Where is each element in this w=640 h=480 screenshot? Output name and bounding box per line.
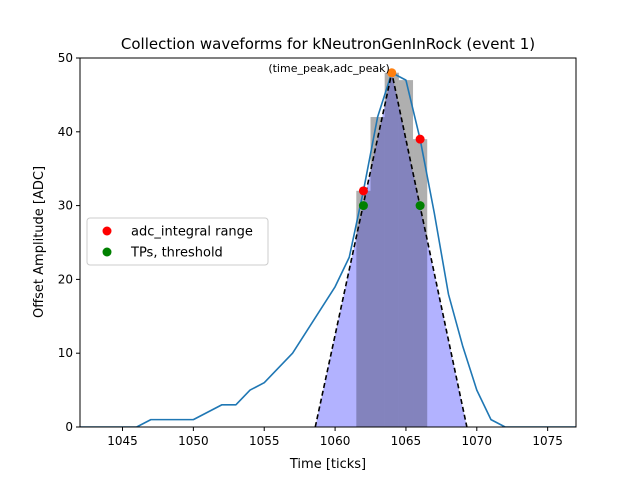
bar-1066: [413, 139, 428, 427]
legend: adc_integral range TPs, threshold: [86, 217, 269, 266]
marker-tp-threshold-0: [358, 201, 368, 211]
legend-label-tps-threshold: TPs, threshold: [130, 246, 223, 261]
bar-1065: [398, 80, 414, 427]
bar-1064: [384, 72, 399, 427]
bar-overlay-1066: [413, 139, 428, 427]
marker-tp-threshold-1: [415, 201, 425, 211]
peak-annotation: (time_peak,adc_peak): [268, 62, 389, 75]
legend-marker-tps-threshold: [102, 247, 112, 257]
plot-area: [80, 68, 576, 427]
x-tick-label-1075: 1075: [532, 434, 563, 448]
y-tick-label-50: 50: [58, 51, 73, 65]
x-tick-label-1065: 1065: [391, 434, 422, 448]
bar-1063: [370, 117, 385, 427]
x-tick-label-1050: 1050: [178, 434, 209, 448]
x-tick-label-1060: 1060: [320, 434, 351, 448]
chart-title: Collection waveforms for kNeutronGenInRo…: [121, 35, 535, 53]
x-tick-label-1070: 1070: [462, 434, 493, 448]
x-axis: 1045 1050 1055 1060 1065 1070 1075: [107, 427, 563, 448]
bar-overlay-1063: [370, 117, 385, 427]
legend-box: [86, 217, 269, 266]
legend-label-adc-integral-range: adc_integral range: [131, 225, 253, 240]
legend-marker-adc-integral-range: [102, 226, 112, 236]
y-tick-label-30: 30: [58, 199, 73, 213]
bar-overlay-1065: [398, 80, 414, 427]
x-tick-label-1055: 1055: [249, 434, 280, 448]
x-tick-label-1045: 1045: [107, 434, 138, 448]
bar-overlay-1064: [384, 72, 399, 427]
y-tick-label-0: 0: [65, 420, 73, 434]
waveform-line: [80, 71, 576, 427]
y-tick-label-20: 20: [58, 272, 73, 286]
bar-1062: [356, 190, 371, 427]
plot-layer: (time_peak,adc_peak): [80, 62, 576, 427]
marker-adc-integral-1: [415, 134, 425, 144]
peak-point: [387, 68, 397, 78]
shaded-region: [315, 72, 467, 427]
marker-adc-integral-0: [358, 186, 368, 196]
y-axis: 0 10 20 30 40 50: [58, 51, 80, 434]
bar-overlay-1062: [356, 190, 371, 427]
y-tick-label-10: 10: [58, 346, 73, 360]
y-tick-label-40: 40: [58, 125, 73, 139]
x-axis-label: Time [ticks]: [289, 457, 366, 472]
y-axis-label: Offset Amplitude [ADC]: [32, 166, 47, 318]
plot-frame: [79, 57, 577, 428]
